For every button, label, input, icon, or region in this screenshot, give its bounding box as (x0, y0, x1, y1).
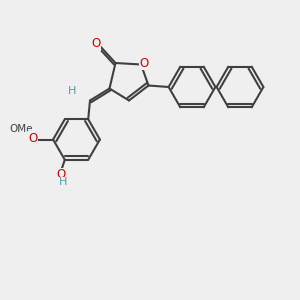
Text: O: O (56, 168, 65, 181)
Text: O: O (28, 131, 38, 145)
Text: O: O (28, 131, 38, 145)
Text: H: H (59, 177, 68, 187)
Text: O: O (92, 37, 100, 50)
Text: H: H (68, 86, 76, 97)
Text: O: O (140, 56, 148, 70)
Text: OMe: OMe (10, 124, 33, 134)
